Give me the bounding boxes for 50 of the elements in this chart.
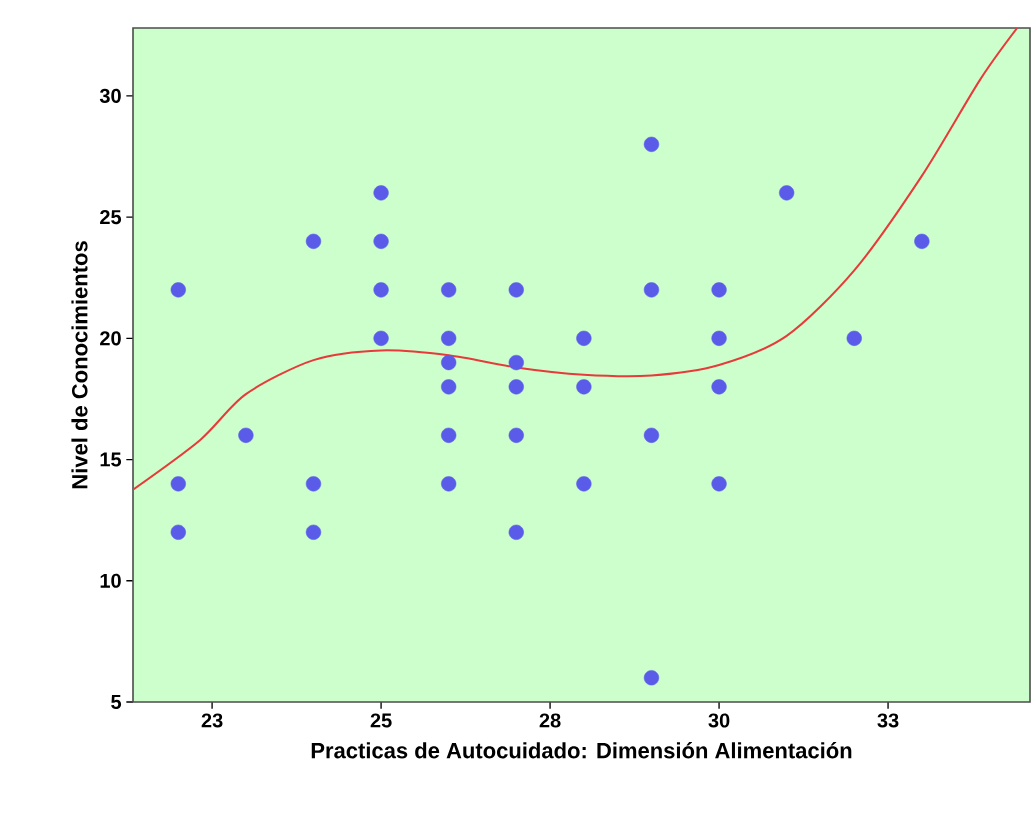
point (643, 427, 660, 443)
point (508, 354, 524, 371)
y-tick-label: 25 (100, 210, 122, 225)
x-tick-label: 23 (201, 713, 223, 728)
point (305, 476, 322, 492)
point (305, 524, 322, 540)
point (576, 476, 592, 492)
point (441, 427, 457, 443)
y-tick-label: 15 (100, 452, 122, 467)
line-series (133, 28, 1019, 491)
point (373, 185, 389, 201)
x-tick-label: 30 (708, 713, 730, 728)
point (373, 330, 389, 346)
point (711, 476, 727, 492)
point (441, 354, 457, 371)
point (441, 330, 457, 346)
point (305, 233, 322, 249)
point (441, 476, 457, 492)
point (846, 330, 862, 346)
point (576, 330, 592, 346)
point (643, 136, 660, 152)
point (441, 282, 457, 298)
point (711, 379, 727, 395)
point (170, 282, 186, 298)
y-axis-title: Nivel de Conocimientos (71, 241, 88, 489)
y-tick-label: 30 (99, 88, 121, 103)
point (508, 379, 524, 395)
point (508, 524, 524, 540)
x-tick-label: 25 (370, 713, 392, 728)
y-tick-label: 10 (100, 573, 121, 588)
point (711, 330, 727, 346)
point (643, 282, 660, 298)
x-tick-label: 33 (877, 713, 899, 728)
point (643, 670, 660, 686)
point (576, 379, 592, 395)
point (238, 427, 254, 443)
point (711, 282, 727, 298)
point (441, 379, 457, 395)
x-axis-title: Practicas de Autocuidado: Dimensión Alimentación (311, 742, 852, 759)
y-tick-label: 20 (100, 331, 121, 346)
y-tick-label: 5 (111, 695, 122, 709)
point (373, 282, 389, 298)
x-tick-label: 28 (539, 713, 561, 728)
point (508, 427, 524, 443)
point (373, 233, 389, 249)
point (914, 233, 930, 249)
point (170, 476, 186, 492)
point (779, 185, 795, 201)
point (508, 282, 524, 298)
point (170, 524, 186, 540)
